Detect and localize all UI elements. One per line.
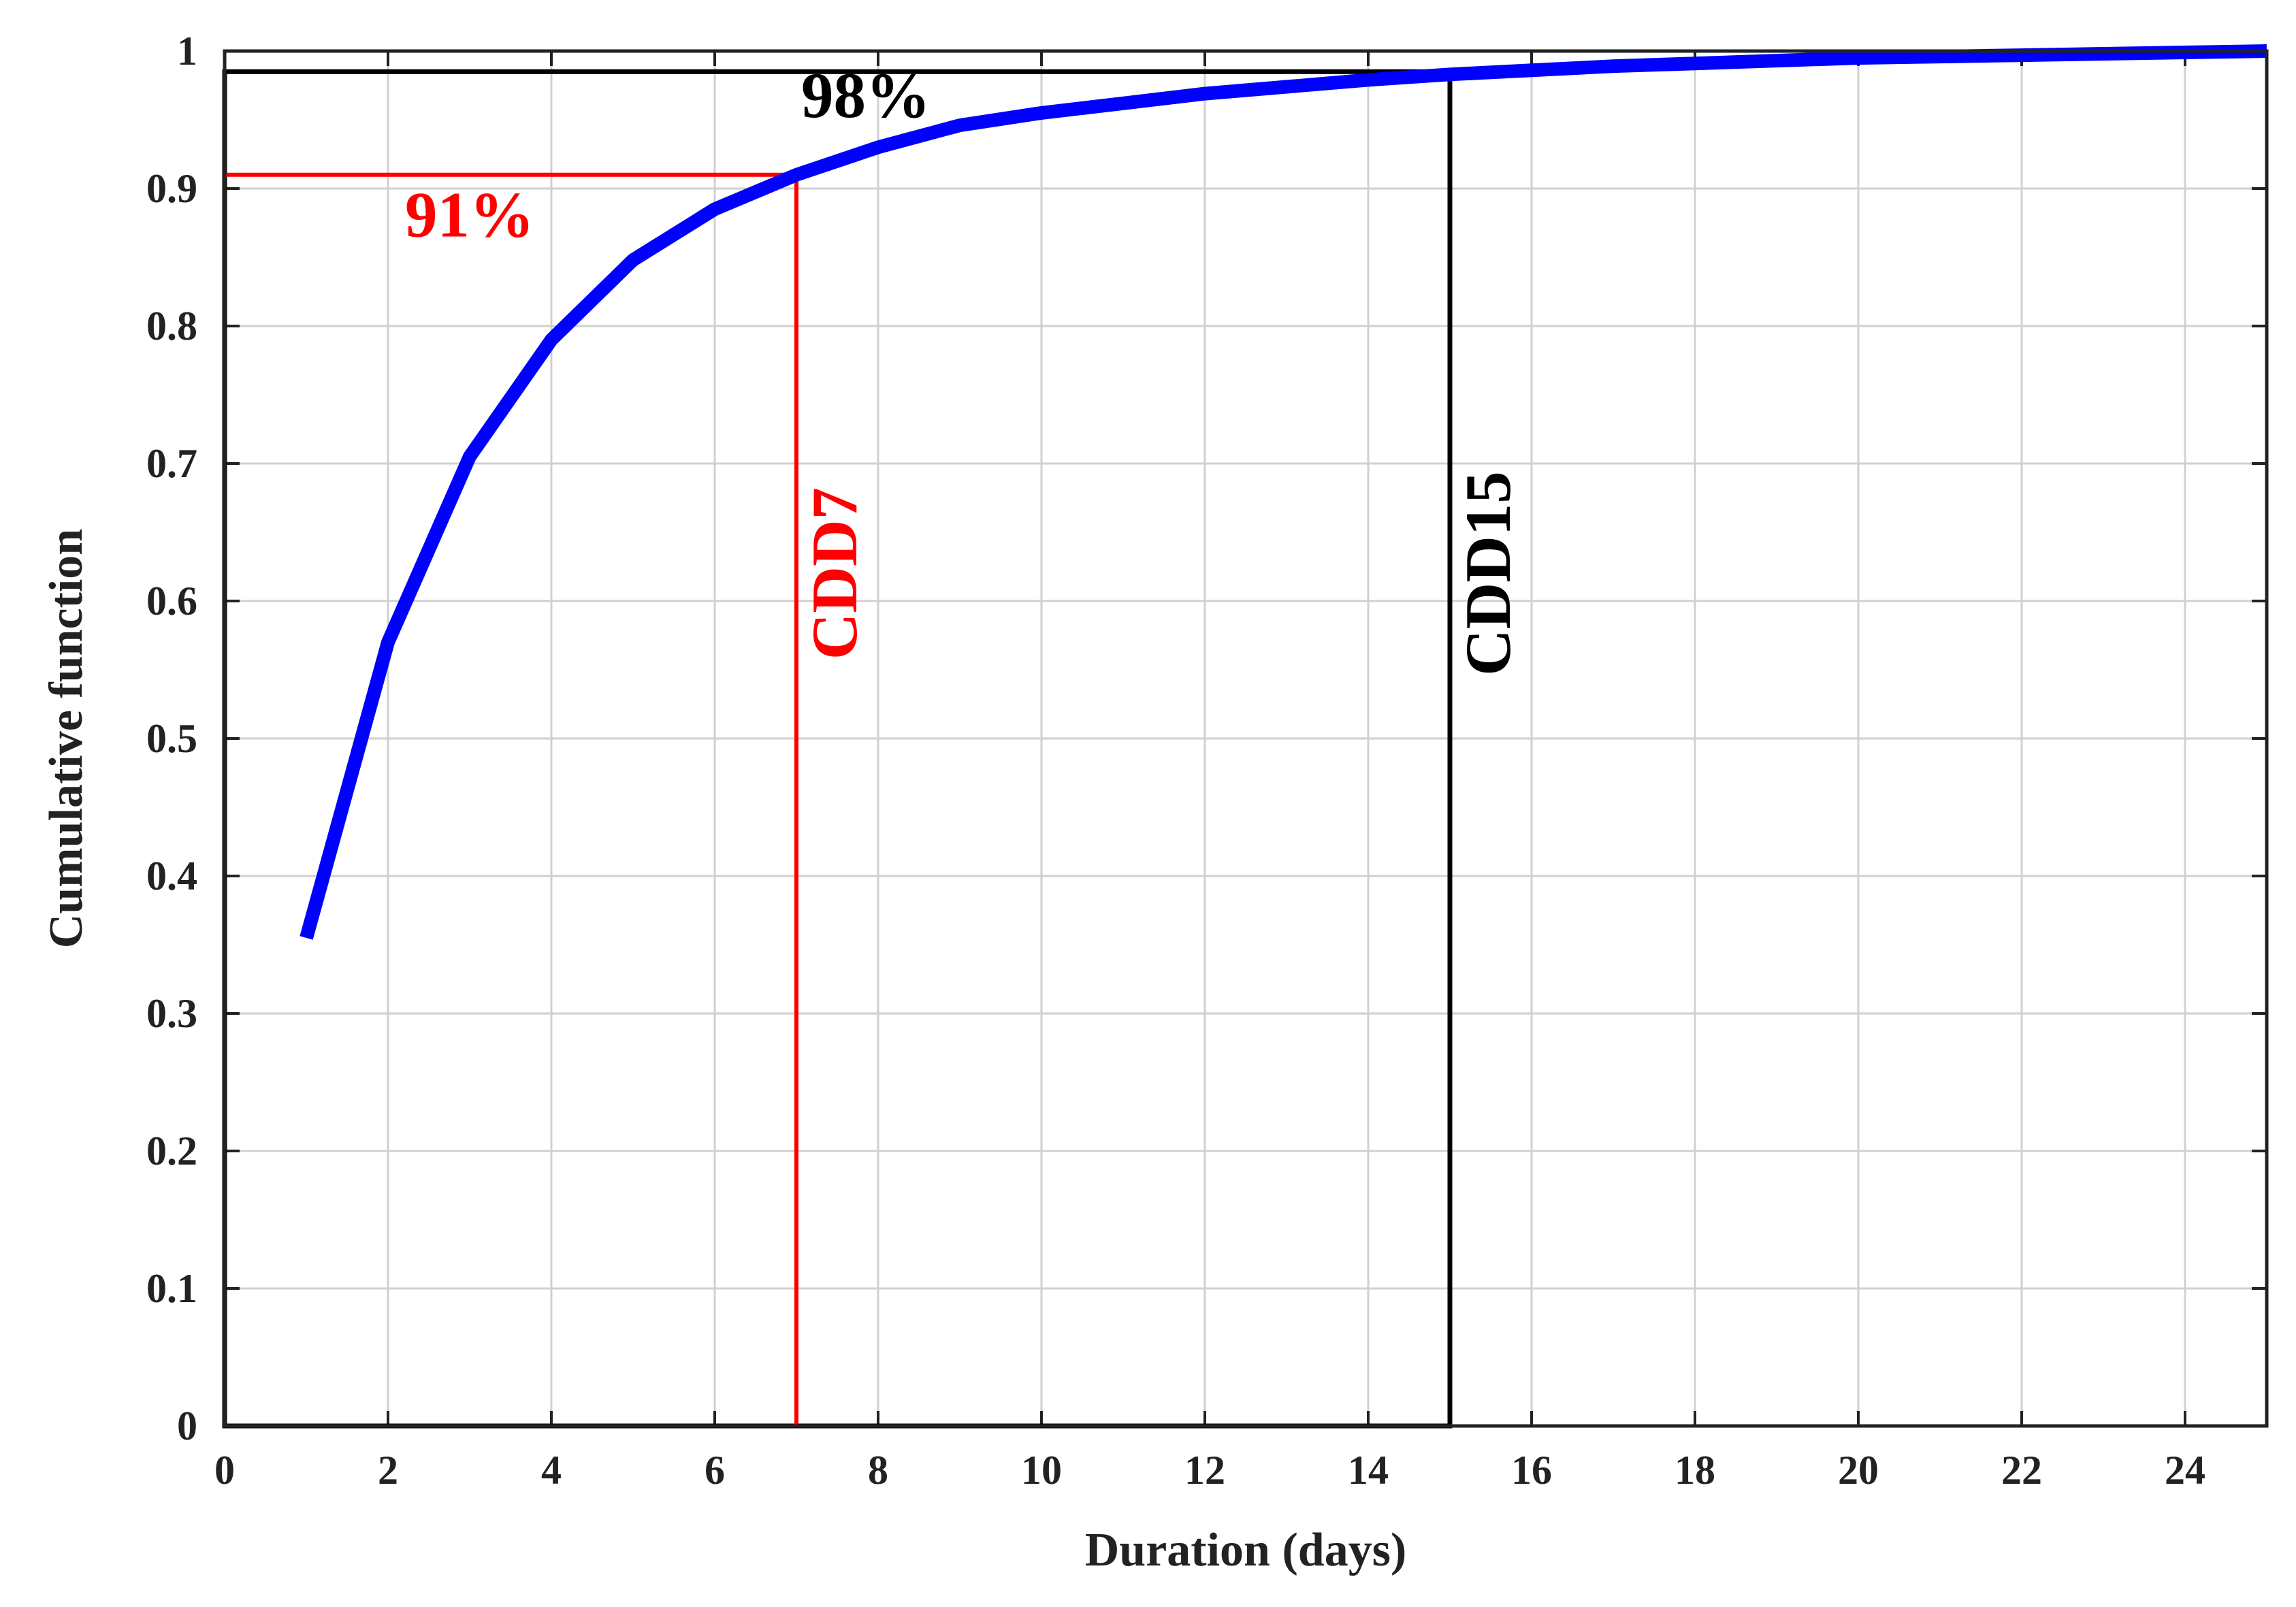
grid-lines xyxy=(223,50,2267,1427)
cdf-series-line xyxy=(300,44,2267,940)
y-tick-label: 0.3 xyxy=(146,991,197,1036)
y-tick-label: 0.6 xyxy=(146,579,197,623)
y-tick-label: 0.8 xyxy=(146,304,197,348)
x-tick-label: 24 xyxy=(2165,1448,2205,1493)
cdd15-label: CDD15 xyxy=(1452,471,1524,676)
percent-91-label: 91% xyxy=(405,179,534,251)
x-tick-label: 20 xyxy=(1838,1448,1879,1493)
data-series xyxy=(300,44,2267,940)
x-tick-label: 12 xyxy=(1184,1448,1225,1493)
x-tick-label: 16 xyxy=(1511,1448,1552,1493)
x-tick-label: 10 xyxy=(1021,1448,1062,1493)
x-tick-label: 8 xyxy=(868,1448,888,1493)
percent-98-label: 98% xyxy=(801,59,931,131)
y-tick-label: 1 xyxy=(177,29,197,74)
y-tick-label: 0 xyxy=(177,1403,197,1448)
y-tick-label: 0.9 xyxy=(146,166,197,211)
y-axis-label: Cumulative function xyxy=(40,529,93,948)
x-tick-label: 22 xyxy=(2001,1448,2042,1493)
cdd7-label: CDD7 xyxy=(798,487,871,660)
x-tick-label: 18 xyxy=(1675,1448,1715,1493)
y-tick-label: 0.1 xyxy=(146,1266,197,1311)
cdd15-threshold-box xyxy=(222,69,1453,1429)
x-tick-label: 14 xyxy=(1348,1448,1389,1493)
y-tick-label: 0.5 xyxy=(146,716,197,761)
tick-labels: 0 2 4 6 8 10 12 14 16 18 20 22 2400.10.20.30.40.50.6… xyxy=(146,29,2205,1493)
y-tick-label: 0.2 xyxy=(146,1129,197,1173)
threshold-annotations: 98% 91% CDD7 CDD15 xyxy=(222,59,1524,1429)
x-tick-label: 0 xyxy=(214,1448,235,1493)
y-tick-label: 0.7 xyxy=(146,441,197,486)
x-tick-label: 6 xyxy=(705,1448,725,1493)
y-tick-label: 0.4 xyxy=(146,854,197,898)
plot-frame xyxy=(223,49,2269,1428)
x-axis-label: Duration (days) xyxy=(1085,1524,1407,1576)
x-tick-label: 4 xyxy=(541,1448,562,1493)
x-tick-label: 2 xyxy=(378,1448,398,1493)
